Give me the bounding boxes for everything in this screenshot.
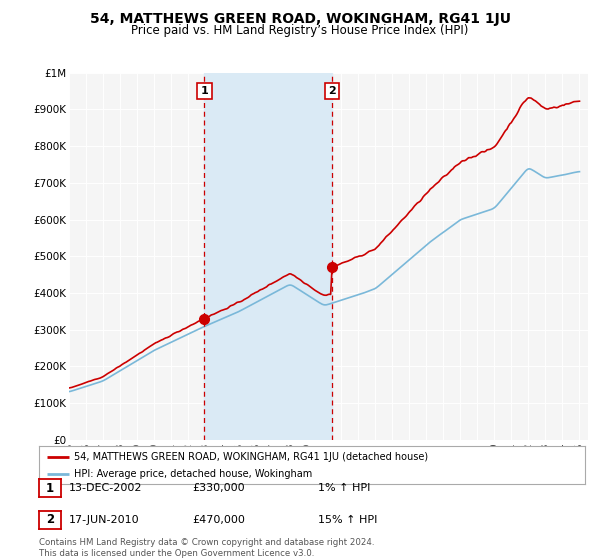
Text: 1% ↑ HPI: 1% ↑ HPI [318,483,370,493]
Text: 1: 1 [46,482,54,495]
Text: Price paid vs. HM Land Registry’s House Price Index (HPI): Price paid vs. HM Land Registry’s House … [131,24,469,37]
Text: 2: 2 [328,86,336,96]
Text: 15% ↑ HPI: 15% ↑ HPI [318,515,377,525]
Text: 1: 1 [200,86,208,96]
Text: HPI: Average price, detached house, Wokingham: HPI: Average price, detached house, Woki… [74,469,313,479]
Text: 54, MATTHEWS GREEN ROAD, WOKINGHAM, RG41 1JU (detached house): 54, MATTHEWS GREEN ROAD, WOKINGHAM, RG41… [74,451,428,461]
Text: 17-JUN-2010: 17-JUN-2010 [69,515,140,525]
Bar [205,73,332,440]
Text: £470,000: £470,000 [192,515,245,525]
Text: 54, MATTHEWS GREEN ROAD, WOKINGHAM, RG41 1JU: 54, MATTHEWS GREEN ROAD, WOKINGHAM, RG41… [89,12,511,26]
Text: £330,000: £330,000 [192,483,245,493]
Text: 2: 2 [46,513,54,526]
Text: Contains HM Land Registry data © Crown copyright and database right 2024.
This d: Contains HM Land Registry data © Crown c… [39,538,374,558]
Text: 13-DEC-2002: 13-DEC-2002 [69,483,143,493]
